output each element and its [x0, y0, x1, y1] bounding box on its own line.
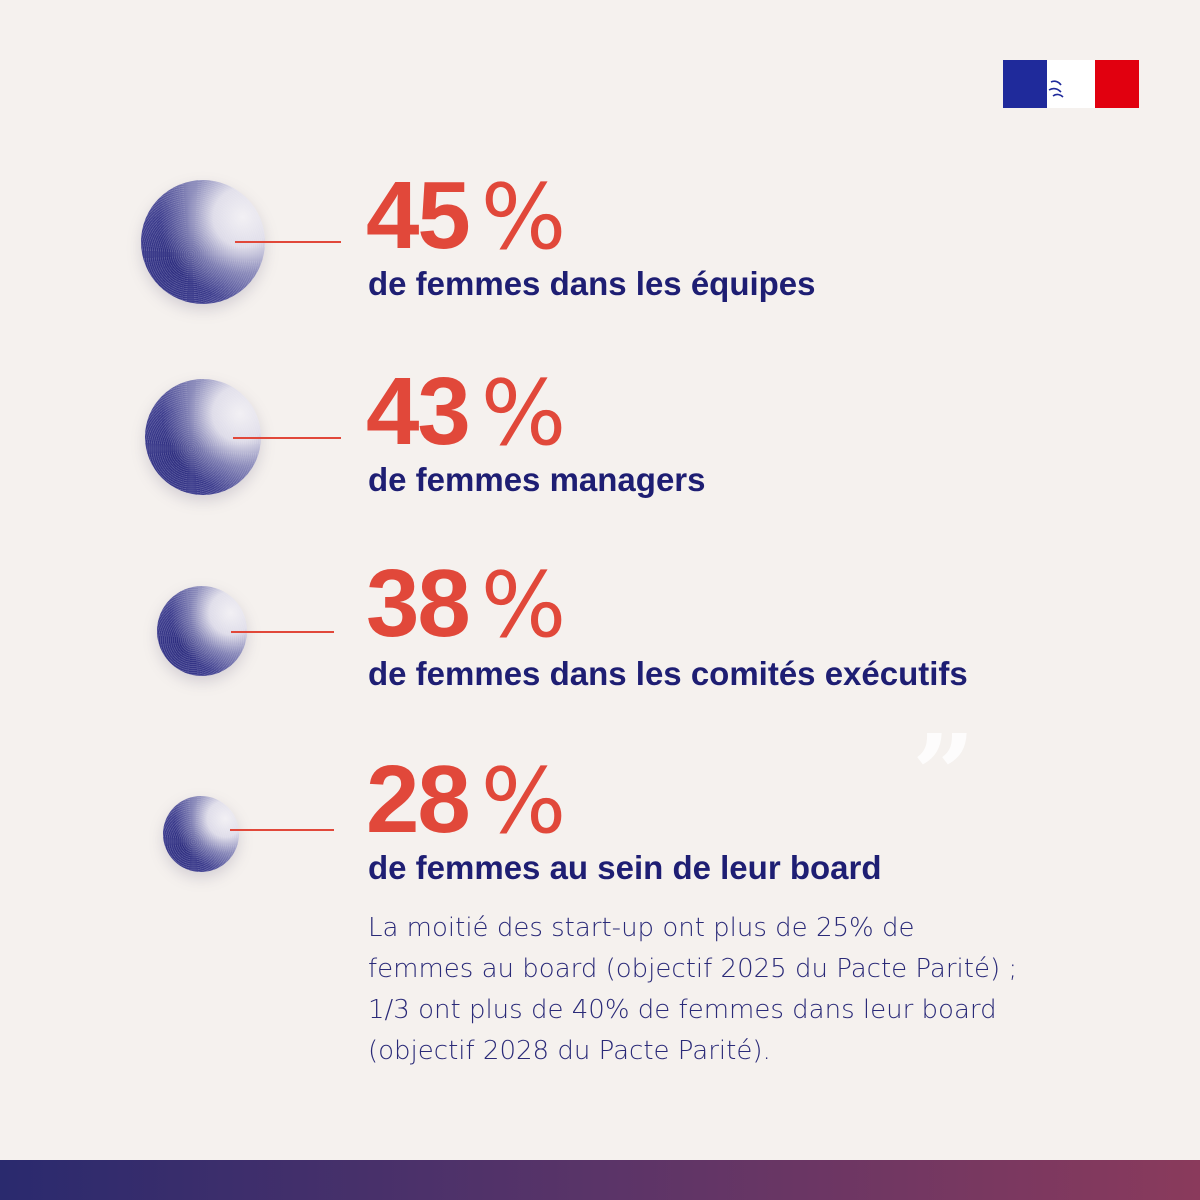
- stat-percent: 43%: [366, 364, 566, 460]
- percent-sign: %: [480, 553, 567, 658]
- connector-line: [231, 631, 334, 633]
- stat-value: 38: [366, 550, 471, 657]
- quote-mark-icon: ”: [912, 710, 976, 839]
- stat-percent: 38%: [366, 556, 566, 652]
- note-paragraph: La moitié des start-up ont plus de 25% d…: [368, 908, 1098, 1072]
- stat-label: de femmes managers: [368, 461, 706, 498]
- stat-value: 28: [366, 746, 471, 853]
- marianne-profile-icon: [1061, 64, 1095, 104]
- footer-gradient-bar: [0, 1160, 1200, 1200]
- connector-line: [230, 829, 334, 831]
- percent-sign: %: [480, 165, 567, 270]
- connector-line: [233, 437, 341, 439]
- note-line: 1/3 ont plus de 40% de femmes dans leur …: [368, 995, 997, 1025]
- stat-label: de femmes dans les comités exécutifs: [368, 655, 968, 692]
- note-line: La moitié des start-up ont plus de 25% d…: [368, 913, 915, 943]
- stat-percent: 45%: [366, 168, 566, 264]
- stat-value: 43: [366, 358, 471, 465]
- connector-line: [235, 241, 341, 243]
- marianne-logo: [1003, 60, 1139, 108]
- percent-sign: %: [480, 361, 567, 466]
- note-line: (objectif 2028 du Pacte Parité).: [368, 1036, 771, 1066]
- stat-value: 45: [366, 162, 471, 269]
- stat-label: de femmes dans les équipes: [368, 265, 816, 302]
- stat-percent: 28%: [366, 752, 566, 848]
- flag-red-band: [1095, 60, 1139, 108]
- sphere-icon: [163, 796, 239, 872]
- stat-label: de femmes au sein de leur board: [368, 849, 882, 886]
- flag-blue-band: [1003, 60, 1047, 108]
- note-line: femmes au board (objectif 2025 du Pacte …: [368, 954, 1018, 984]
- percent-sign: %: [480, 749, 567, 854]
